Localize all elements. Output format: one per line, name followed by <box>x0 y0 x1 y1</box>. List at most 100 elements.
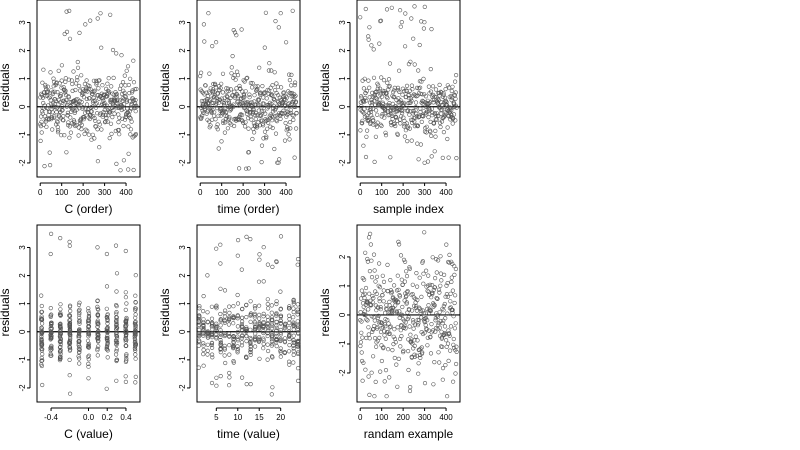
data-point <box>201 341 206 346</box>
data-point <box>79 73 84 78</box>
data-point <box>50 101 56 106</box>
data-point <box>205 348 210 353</box>
data-point <box>443 363 448 368</box>
plot-frame <box>36 0 141 178</box>
data-point <box>82 131 87 137</box>
data-point <box>225 126 230 131</box>
data-point <box>133 300 138 305</box>
data-point <box>252 112 257 118</box>
data-point <box>401 103 406 108</box>
data-point <box>413 300 418 305</box>
data-point <box>377 261 382 266</box>
data-point <box>128 127 134 132</box>
data-point <box>64 9 69 14</box>
data-point <box>114 325 119 330</box>
data-point <box>133 319 138 324</box>
data-point <box>224 110 229 115</box>
data-point <box>396 356 401 362</box>
data-point <box>80 105 86 110</box>
data-point <box>451 345 457 351</box>
data-point <box>50 90 55 95</box>
data-point <box>383 368 389 373</box>
data-point <box>114 51 119 56</box>
data-point <box>196 343 201 348</box>
data-point <box>375 324 380 330</box>
data-point <box>409 337 414 342</box>
data-point <box>269 310 274 315</box>
data-point <box>214 335 219 340</box>
data-point <box>283 120 288 126</box>
data-point <box>237 166 242 171</box>
y-tick-label: -1 <box>178 356 187 364</box>
data-point <box>387 331 393 336</box>
data-point <box>261 95 266 100</box>
data-point <box>430 97 435 102</box>
data-point <box>275 160 280 165</box>
data-point <box>443 316 448 321</box>
data-point <box>244 327 249 332</box>
data-point <box>430 283 435 288</box>
data-point <box>236 93 241 99</box>
data-point <box>365 318 370 323</box>
data-point <box>384 7 390 12</box>
data-point <box>277 103 283 108</box>
data-point <box>446 259 451 265</box>
data-point <box>454 105 459 110</box>
data-point <box>98 11 103 16</box>
data-point <box>240 112 245 118</box>
data-point <box>86 320 91 326</box>
data-point <box>86 376 91 381</box>
data-point <box>446 155 451 160</box>
data-point <box>388 278 393 283</box>
data-point <box>294 110 299 116</box>
data-point <box>67 318 72 323</box>
data-point <box>269 326 275 331</box>
data-point <box>278 348 283 354</box>
data-point <box>226 86 231 91</box>
data-point <box>123 359 128 365</box>
data-point <box>114 378 119 383</box>
data-point <box>295 324 301 329</box>
data-point <box>417 275 422 280</box>
data-point <box>278 327 283 333</box>
data-point <box>231 359 236 364</box>
data-point <box>261 279 266 284</box>
data-point <box>296 378 301 384</box>
data-point <box>129 119 134 124</box>
data-point <box>117 98 122 103</box>
data-point <box>243 124 248 129</box>
data-point <box>273 113 278 119</box>
data-point <box>438 283 443 288</box>
data-point <box>259 143 265 148</box>
data-point <box>231 343 236 349</box>
data-point <box>206 11 211 16</box>
data-point <box>402 88 407 94</box>
data-point <box>131 80 137 85</box>
data-point <box>270 323 275 328</box>
data-point <box>265 302 270 307</box>
data-point <box>235 292 240 298</box>
data-point <box>252 93 257 98</box>
data-point <box>453 371 458 376</box>
data-point <box>92 136 97 141</box>
data-point <box>366 374 371 379</box>
data-point <box>441 91 446 96</box>
data-point <box>410 120 415 125</box>
data-point <box>287 77 293 83</box>
data-point <box>105 119 110 124</box>
data-point <box>240 328 245 333</box>
data-point <box>374 108 379 113</box>
data-point <box>253 344 258 349</box>
data-point <box>81 117 86 122</box>
data-point <box>226 322 231 327</box>
data-point <box>292 155 297 160</box>
data-point <box>123 319 128 324</box>
data-point <box>287 320 292 326</box>
data-point <box>40 352 45 357</box>
data-point <box>77 319 82 324</box>
data-point <box>408 59 413 64</box>
data-point <box>445 311 450 316</box>
data-point <box>370 293 375 299</box>
data-point <box>253 306 258 311</box>
